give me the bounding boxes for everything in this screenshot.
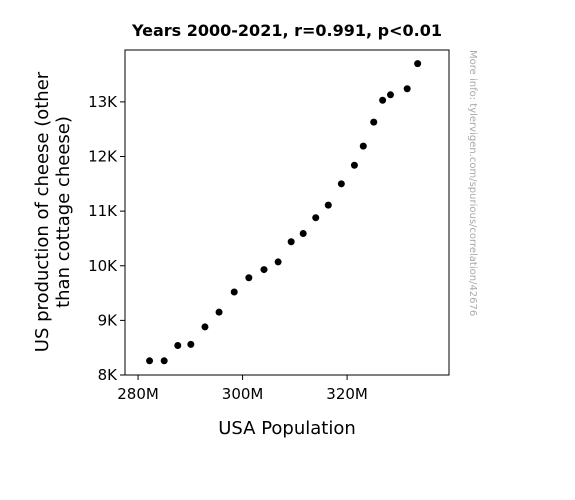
x-tick-label: 320M [326,385,368,403]
data-point [337,180,345,188]
x-tick-label: 280M [117,385,159,403]
data-point [174,342,182,350]
data-point [324,201,332,209]
data-point [370,118,378,126]
data-point [379,96,387,104]
data-point [201,323,209,331]
y-axis: 8K 9K 10K 11K 12K 13K [88,93,125,384]
data-point [260,266,268,274]
y-tick-label: 12K [88,148,118,166]
data-point [386,91,394,99]
data-point [403,85,411,93]
data-point [350,161,358,169]
y-tick-label: 11K [88,202,118,220]
data-point [146,357,154,365]
watermark: More info: tylervigen.com/spurious/corre… [467,50,478,316]
data-point [359,142,367,150]
data-point [245,274,253,282]
data-point [274,258,282,266]
data-point [215,308,223,316]
data-point [230,288,238,296]
y-axis-label: US production of cheese (other than cott… [32,71,74,352]
data-point [312,214,320,222]
data-point [299,230,307,238]
data-point [287,238,295,246]
plot-area [124,49,450,376]
x-tick-label: 300M [222,385,264,403]
data-point [160,357,168,365]
chart-title: Years 2000-2021, r=0.991, p<0.01 [131,21,442,40]
data-point [414,60,422,68]
x-axis-label: USA Population [218,418,356,439]
y-tick-label: 10K [88,257,118,275]
y-axis-label-line-2: than cottage cheese) [53,116,74,308]
y-tick-label: 8K [98,366,119,384]
x-axis: 280M 300M 320M [117,375,368,403]
y-tick-label: 13K [88,93,118,111]
watermark-text: More info: tylervigen.com/spurious/corre… [467,50,478,316]
y-tick-label: 9K [98,311,119,329]
y-axis-label-line-1: US production of cheese (other [32,71,53,352]
data-points [146,60,422,365]
data-point [187,340,195,348]
